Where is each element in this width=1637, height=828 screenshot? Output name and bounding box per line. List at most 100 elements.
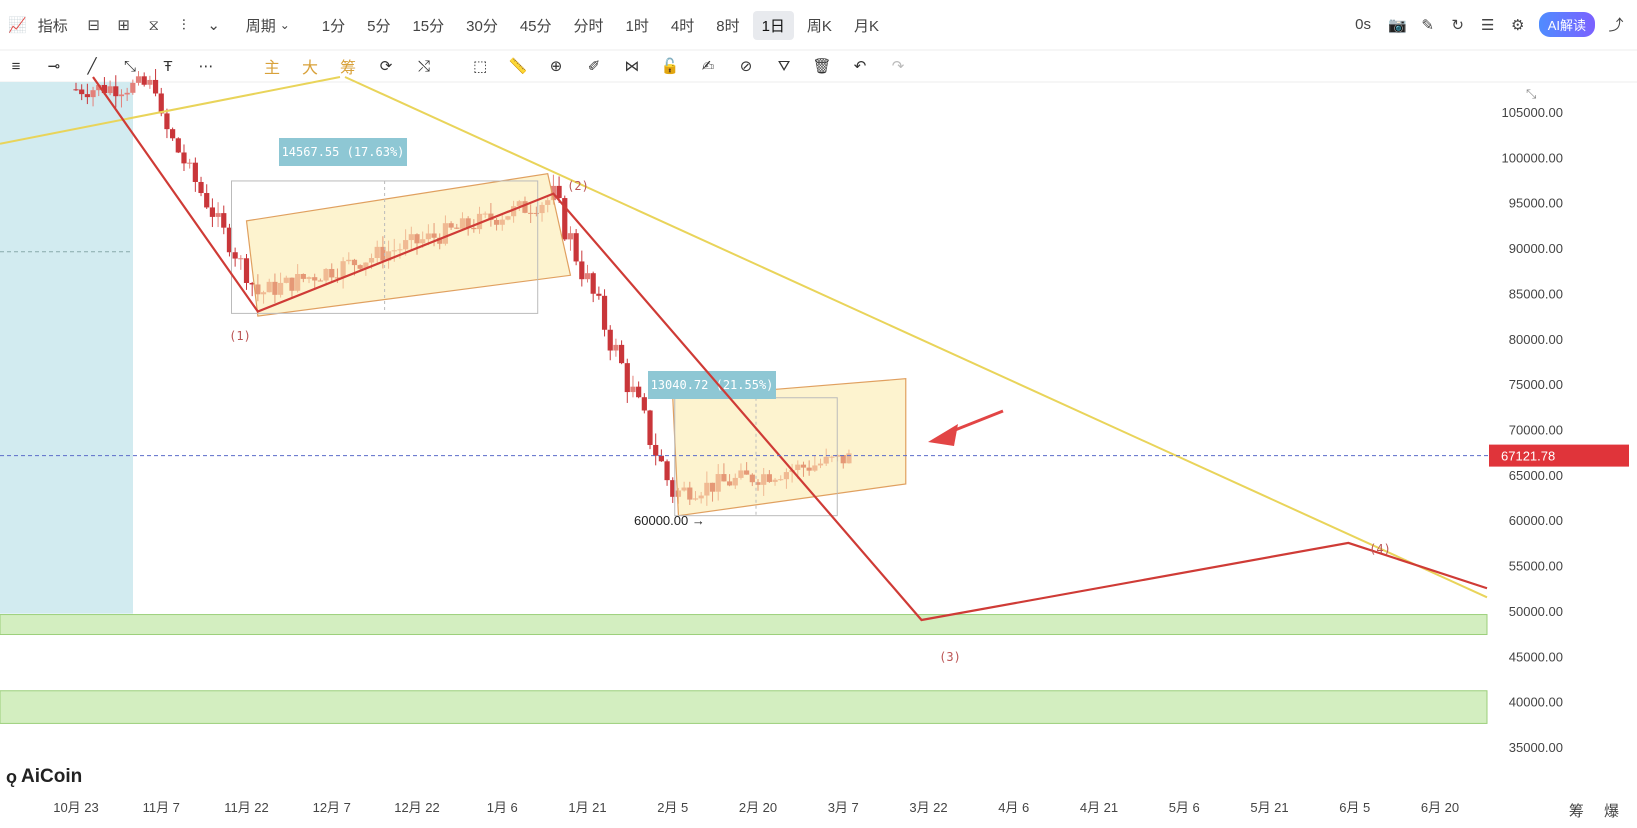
interval-tab[interactable]: 30分 xyxy=(466,17,498,35)
list-icon[interactable]: ☰ xyxy=(1480,16,1495,34)
candle-body xyxy=(215,213,221,217)
trend-line-icon[interactable]: ╱ xyxy=(87,58,97,75)
magnet-icon[interactable]: ⤭ xyxy=(418,57,431,75)
aicoin-logo-icon: ǫ xyxy=(6,766,17,787)
ai-interpret-button[interactable]: AI解读 xyxy=(1538,12,1595,37)
replay-icon[interactable]: ↻ xyxy=(1451,16,1464,34)
menu-icon[interactable]: ≡ xyxy=(11,57,21,75)
x-axis-tick: 12月 22 xyxy=(394,800,440,815)
sync-icon[interactable]: ⟳ xyxy=(379,58,393,75)
layout-icon[interactable]: ⊟ xyxy=(87,17,100,34)
interval-tab[interactable]: 1日 xyxy=(752,10,794,40)
price-marker-label: 60000.00 → xyxy=(634,513,705,528)
x-axis-tick: 4月 21 xyxy=(1080,800,1118,815)
share-icon[interactable]: ⤴ xyxy=(1608,17,1624,34)
link-icon[interactable]: ⊘ xyxy=(739,58,753,75)
y-axis-tick: 70000.00 xyxy=(1509,423,1563,438)
indicator-icon[interactable]: 📈 xyxy=(8,17,27,34)
compare-icon[interactable]: ⧖ xyxy=(148,16,159,34)
y-axis-tick: 40000.00 xyxy=(1509,695,1563,710)
aicoin-logo: ǫ AiCoin xyxy=(6,766,82,788)
candle-body xyxy=(658,455,664,462)
candle-body xyxy=(601,295,608,330)
indicator-button[interactable]: 指标 xyxy=(37,17,68,35)
brush-icon[interactable]: ✐ xyxy=(587,58,601,75)
x-axis-tick: 2月 20 xyxy=(739,800,777,815)
ray-icon[interactable]: ⤡ xyxy=(123,57,136,75)
x-axis-tick: 1月 21 xyxy=(568,800,606,815)
candle-body xyxy=(175,138,181,153)
interval-tab[interactable]: 4时 xyxy=(670,17,695,35)
interval-tab[interactable]: 1时 xyxy=(625,17,649,35)
candle-body xyxy=(607,329,613,351)
text-tool-icon[interactable]: Ŧ xyxy=(163,57,173,75)
candle-body xyxy=(124,92,130,95)
right-tools: 0s 📷 ✎ ↻ ☰ ⚙ AI解读 ⤴ xyxy=(1344,12,1631,37)
x-axis-tick: 3月 7 xyxy=(828,800,859,815)
x-axis-tick: 12月 7 xyxy=(313,800,351,815)
candle-body xyxy=(164,113,170,130)
bottom-right-tabs[interactable]: 筹 爆 xyxy=(1568,803,1627,820)
grid-icon[interactable]: ⊞ xyxy=(117,17,130,34)
big-order-toggle[interactable]: 大 xyxy=(302,60,319,77)
candle-body xyxy=(187,162,193,164)
candle-body xyxy=(579,261,585,280)
camera-icon[interactable]: 📷 xyxy=(1388,16,1407,34)
measure-label: 14567.55 (17.63%) xyxy=(282,145,405,159)
wave-label: (4) xyxy=(1369,542,1391,556)
support-zone xyxy=(0,690,1488,724)
ruler-icon[interactable]: 📏 xyxy=(508,58,528,75)
candle-body xyxy=(226,227,233,253)
aicoin-logo-text: AiCoin xyxy=(21,766,83,787)
candle-body xyxy=(567,233,574,240)
interval-tab[interactable]: 周K xyxy=(806,17,832,35)
candle-body xyxy=(135,76,142,83)
lock-icon[interactable]: 🔓 xyxy=(660,58,680,75)
interval-tab[interactable]: 分时 xyxy=(573,17,604,35)
zoom-icon[interactable]: ⊕ xyxy=(549,58,563,75)
more-icon[interactable]: ⋯ xyxy=(198,58,214,75)
y-axis-tick: 90000.00 xyxy=(1509,241,1563,256)
visibility-icon[interactable]: ⋈ xyxy=(624,58,640,75)
rising-channel xyxy=(672,378,907,517)
candle-body xyxy=(243,258,250,283)
filter-icon[interactable]: ⛛ xyxy=(777,57,791,75)
candle-body xyxy=(573,233,579,262)
period-label: 周期 xyxy=(245,17,276,35)
annotation-arrow xyxy=(949,409,1004,434)
settings-icon[interactable]: ⚙ xyxy=(1510,16,1525,34)
candle-body xyxy=(232,252,238,259)
candle-body xyxy=(624,363,630,393)
undo-icon[interactable]: ↶ xyxy=(853,58,867,75)
wave-label: (2) xyxy=(567,179,589,193)
candle-body xyxy=(152,79,159,94)
main-toolbar: 📈 指标 ⊟ ⊞ ⧖ ⫶ ⌄ 周期 ⌄ 1分 5分 15分 30分 45分 分时 1时 4时 8… xyxy=(0,0,1637,50)
interval-tab[interactable]: 45分 xyxy=(519,17,552,35)
note-icon[interactable]: ✍ xyxy=(701,58,715,75)
chip-toggle[interactable]: 筹 xyxy=(340,60,357,77)
left-highlight-panel xyxy=(0,82,133,614)
main-chart-toggle[interactable]: 主 xyxy=(264,60,281,77)
trend-line xyxy=(0,76,341,145)
interval-tab[interactable]: 8时 xyxy=(716,17,740,35)
horizontal-line-icon[interactable]: ⊸ xyxy=(47,58,61,75)
candle-body xyxy=(113,86,119,97)
candle-body xyxy=(130,82,136,93)
interval-tab[interactable]: 15分 xyxy=(412,17,445,35)
edit-icon[interactable]: ✎ xyxy=(1421,16,1434,34)
select-icon[interactable]: ⬚ xyxy=(472,58,488,75)
candle-body xyxy=(198,181,204,194)
candle-type-icon[interactable]: ⫶ xyxy=(181,16,186,34)
candle-body xyxy=(107,86,113,94)
expand-icon: ⤡ xyxy=(1526,86,1537,101)
y-axis-tick: 60000.00 xyxy=(1509,513,1563,528)
redo-icon[interactable]: ↷ xyxy=(891,58,905,75)
delete-icon[interactable]: 🗑 xyxy=(812,58,832,75)
period-button[interactable]: 周期 ⌄ xyxy=(237,11,299,40)
interval-tab[interactable]: 5分 xyxy=(367,17,391,35)
chevron-down-icon[interactable]: ⌄ xyxy=(207,17,220,34)
candle-body xyxy=(641,397,647,411)
interval-tab[interactable]: 月K xyxy=(853,17,879,35)
interval-tab[interactable]: 1分 xyxy=(321,17,346,35)
